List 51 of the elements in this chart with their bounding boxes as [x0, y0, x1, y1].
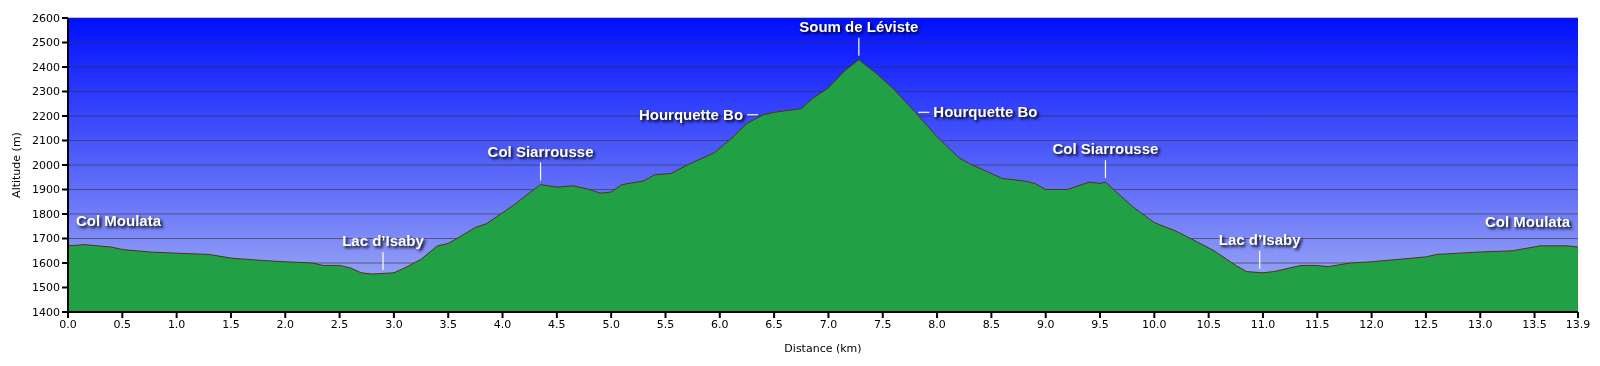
x-tick-label: 7.5	[874, 317, 892, 331]
y-tick-label: 1900	[32, 183, 60, 197]
annotation: Hourquette Bo	[638, 105, 744, 123]
annotation: Soum de Léviste	[799, 17, 919, 35]
y-tick-label: 2200	[32, 109, 60, 123]
y-tick-label: 2100	[32, 134, 60, 148]
x-tick-label: 7.0	[819, 317, 838, 331]
x-tick-label: 8.0	[928, 317, 946, 331]
y-tick-label: 1600	[32, 256, 60, 270]
x-axis-title: Distance (km)	[784, 342, 862, 355]
x-tick-label: 10.0	[1142, 317, 1167, 331]
x-tick-label: 8.5	[982, 317, 1001, 331]
x-tick-label: 9.0	[1036, 317, 1055, 331]
y-tick-label: 1800	[32, 207, 60, 221]
x-tick-label: 2.5	[330, 317, 349, 331]
x-tick-label: 6.5	[765, 317, 783, 331]
y-tick-label: 1400	[32, 305, 60, 319]
x-tick-label: 10.5	[1196, 317, 1221, 331]
y-tick-label: 1500	[32, 281, 60, 295]
y-tick-label: 2000	[32, 158, 60, 172]
x-tick-label: 6.0	[711, 317, 729, 331]
annotation: Col Siarrousse	[487, 142, 594, 160]
x-tick-label: 3.5	[439, 317, 457, 331]
y-tick-label: 2600	[32, 11, 60, 25]
annotation: Col Siarrousse	[1052, 140, 1159, 158]
x-tick-label: 2.0	[276, 317, 295, 331]
y-tick-label: 2400	[32, 60, 60, 74]
y-tick-label: 2300	[32, 85, 60, 99]
x-tick-label: 4.5	[548, 317, 566, 331]
x-tick-label: 13.0	[1467, 317, 1493, 331]
x-tick-label: 13.5	[1522, 317, 1547, 331]
x-tick-label: 11.5	[1305, 317, 1330, 331]
annotation: Col Moulata	[76, 211, 162, 229]
annotation: Hourquette Bo	[933, 103, 1038, 121]
x-tick-label: 9.5	[1091, 317, 1109, 331]
x-tick-label: 5.5	[656, 317, 675, 331]
y-axis-title: Altitude (m)	[9, 132, 23, 198]
x-tick-label: 12.5	[1413, 317, 1439, 331]
x-tick-label: 12.0	[1359, 317, 1384, 331]
y-tick-label: 1700	[32, 232, 60, 246]
x-tick-label: 4.0	[493, 317, 512, 331]
x-tick-label: 13.9	[1565, 317, 1591, 331]
x-tick-label: 0.5	[113, 317, 132, 331]
x-tick-label: 1.5	[222, 317, 240, 331]
annotation: Col Moulata	[1485, 213, 1571, 231]
x-tick-label: 0.0	[59, 317, 77, 331]
x-tick-label: 1.0	[167, 317, 186, 331]
x-tick-label: 11.0	[1250, 317, 1276, 331]
x-tick-label: 5.0	[602, 317, 620, 331]
y-tick-label: 2500	[32, 36, 60, 50]
x-tick-label: 3.0	[385, 317, 403, 331]
